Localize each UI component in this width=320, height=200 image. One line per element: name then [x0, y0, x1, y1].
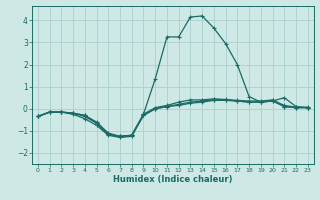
X-axis label: Humidex (Indice chaleur): Humidex (Indice chaleur) — [113, 175, 233, 184]
